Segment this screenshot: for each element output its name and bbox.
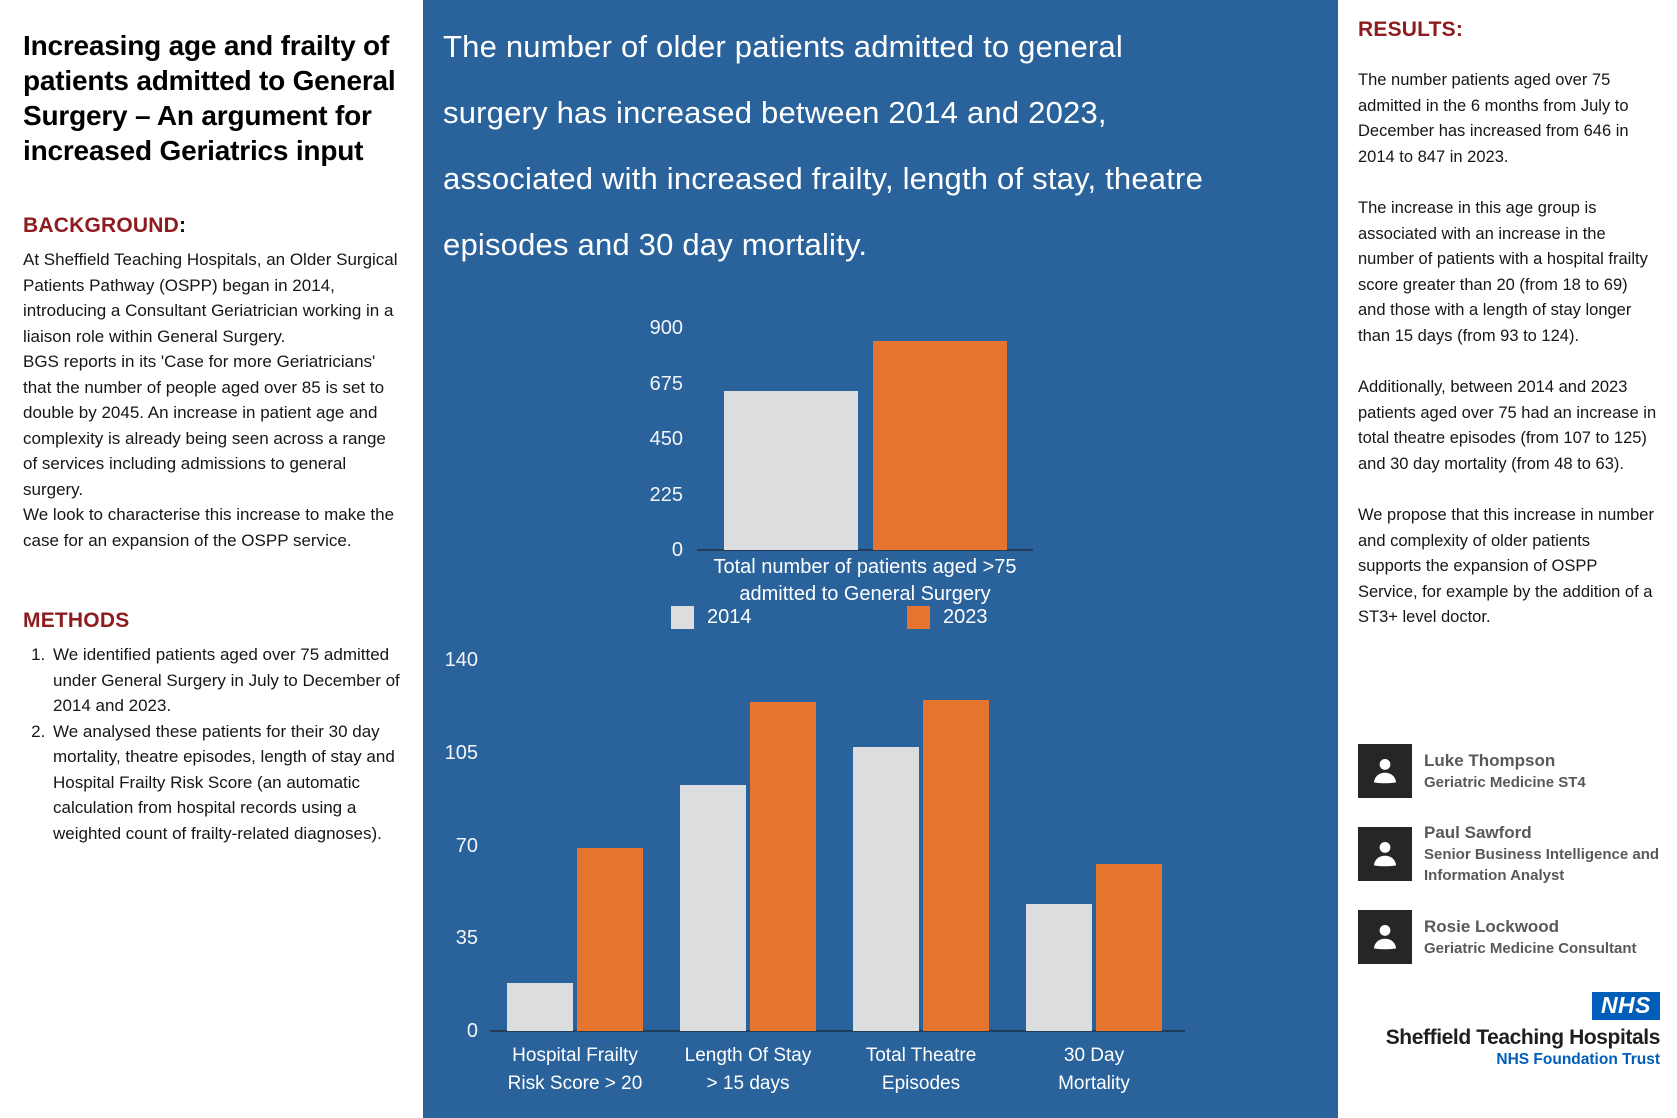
- legend-item: 2023: [907, 606, 988, 629]
- bar-2023: [750, 702, 816, 1031]
- bar-2014: [853, 747, 919, 1031]
- y-tick-label: 70: [455, 834, 478, 857]
- bar-2023: [923, 699, 989, 1031]
- y-tick-label: 225: [649, 483, 683, 506]
- author-row: Paul Sawford Senior Business Intelligence…: [1358, 822, 1660, 886]
- author-role: Geriatric Medicine ST4: [1424, 773, 1586, 791]
- legend-label: 2023: [943, 606, 988, 628]
- background-paragraphs: At Sheffield Teaching Hospitals, an Olde…: [23, 247, 401, 553]
- chart-title-line: admitted to General Surgery: [739, 583, 991, 605]
- category-label-line: Episodes: [881, 1073, 961, 1094]
- y-tick-label: 450: [649, 428, 683, 450]
- center-panel: The number of older patients admitted to…: [423, 0, 1338, 1118]
- category-label-line: Risk Score > 20: [507, 1073, 643, 1094]
- author-meta: Paul Sawford Senior Business Intelligence…: [1424, 822, 1660, 886]
- author-name: Luke Thompson: [1424, 750, 1556, 770]
- person-icon: [1373, 759, 1397, 784]
- avatar: [1358, 910, 1412, 964]
- person-icon: [1373, 842, 1397, 867]
- person-icon: [1373, 925, 1397, 950]
- authors-list: Luke Thompson Geriatric Medicine ST4 Paul …: [1358, 744, 1660, 964]
- results-paragraphs: The number patients aged over 75 admitte…: [1358, 68, 1657, 631]
- category-label-line: Length Of Stay: [684, 1045, 812, 1066]
- background-paragraph: At Sheffield Teaching Hospitals, an Olde…: [23, 250, 398, 346]
- bar-2023: [577, 848, 643, 1031]
- y-tick-label: 675: [649, 372, 683, 395]
- y-tick-label: 35: [455, 927, 478, 950]
- bar-2014: [680, 784, 746, 1031]
- category-label-line: > 15 days: [706, 1073, 790, 1094]
- methods-item: We identified patients aged over 75 admi…: [50, 642, 401, 719]
- author-meta: Luke Thompson Geriatric Medicine ST4: [1424, 750, 1660, 793]
- category-label-line: 30 Day: [1063, 1045, 1125, 1066]
- background-heading-text: BACKGROUND: [23, 214, 179, 237]
- author-name: Paul Sawford: [1424, 823, 1532, 842]
- background-paragraph: BGS reports in its 'Case for more Geriat…: [23, 352, 386, 499]
- bar-2023: [872, 341, 1007, 550]
- nhs-wordmark: NHS: [1591, 992, 1660, 1020]
- bar-2023: [1096, 864, 1162, 1031]
- category-label-line: Total Theatre: [865, 1045, 977, 1066]
- background-heading-colon: :: [179, 214, 187, 237]
- methods-heading: METHODS: [23, 609, 130, 632]
- background-paragraph: We look to characterise this increase to…: [23, 505, 395, 550]
- x-axis-line: [490, 1030, 1185, 1032]
- author-role: Senior Business Intelligence and Informa…: [1424, 846, 1660, 884]
- results-paragraph: Additionally, between 2014 and 2023 pati…: [1358, 378, 1657, 473]
- y-tick-label: 0: [671, 539, 683, 561]
- author-meta: Rosie Lockwood Geriatric Medicine Consult…: [1424, 916, 1660, 959]
- legend-swatch: [671, 606, 694, 629]
- bar-2014: [723, 390, 858, 550]
- category-label-line: Hospital Frailty: [512, 1045, 638, 1066]
- y-tick-label: 105: [444, 741, 478, 764]
- results-paragraph: The increase in this age group is associ…: [1358, 199, 1648, 345]
- nhs-logo: NHS Sheffield Teaching Hospitals NHS Fou…: [1386, 992, 1660, 1069]
- results-paragraph: The number patients aged over 75 admitte…: [1358, 71, 1629, 166]
- chart-title-line: Total number of patients aged >75: [713, 556, 1017, 578]
- x-axis-line: [697, 549, 1033, 551]
- background-heading: BACKGROUND:: [23, 214, 401, 238]
- poster-title: Increasing age and frailty of patients a…: [23, 30, 396, 166]
- y-tick-label: 900: [649, 317, 683, 339]
- bar-2014: [1026, 903, 1092, 1031]
- background-section: BACKGROUND: At Sheffield Teaching Hospit…: [23, 214, 401, 553]
- right-panel: RESULTS: The number patients aged over 7…: [1338, 0, 1677, 1118]
- legend-item: 2014: [671, 606, 752, 629]
- author-row: Luke Thompson Geriatric Medicine ST4: [1358, 744, 1660, 798]
- methods-item: We analysed these patients for their 30 …: [50, 719, 401, 847]
- methods-section: METHODS We identified patients aged over…: [23, 609, 401, 846]
- avatar: [1358, 827, 1412, 881]
- author-row: Rosie Lockwood Geriatric Medicine Consult…: [1358, 910, 1660, 964]
- author-role: Geriatric Medicine Consultant: [1424, 939, 1637, 957]
- legend-label: 2014: [707, 606, 752, 628]
- results-paragraph: We propose that this increase in number …: [1358, 506, 1654, 626]
- author-name: Rosie Lockwood: [1424, 916, 1560, 936]
- nhs-org-name: Sheffield Teaching Hospitals: [1385, 1026, 1661, 1049]
- category-label-line: Mortality: [1058, 1073, 1130, 1094]
- legend-swatch: [907, 606, 930, 629]
- charts-canvas: 0 225 450 675 900 Total number of patients ag…: [423, 0, 1338, 1118]
- methods-list: We identified patients aged over 75 admi…: [23, 642, 401, 846]
- results-heading: RESULTS:: [1358, 18, 1464, 41]
- y-tick-label: 0: [466, 1020, 478, 1042]
- y-tick-label: 140: [444, 649, 478, 671]
- bar-2014: [507, 983, 573, 1031]
- left-panel: Increasing age and frailty of patients a…: [0, 0, 423, 1118]
- nhs-sub-title: NHS Foundation Trust: [1496, 1051, 1660, 1068]
- avatar: [1358, 744, 1412, 798]
- headline: The number of older patients admitted to…: [443, 29, 1204, 262]
